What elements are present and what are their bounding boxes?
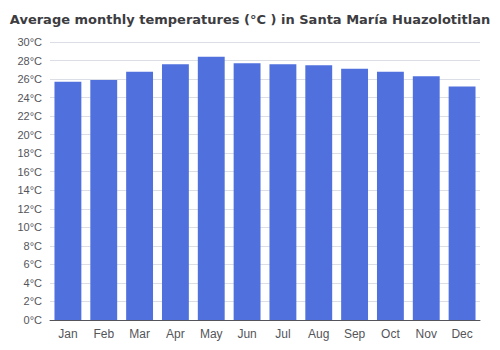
svg-text:6°C: 6°C [24,258,43,270]
svg-text:May: May [200,327,223,341]
svg-text:Dec: Dec [451,327,472,341]
svg-text:22°C: 22°C [17,110,42,122]
svg-text:10°C: 10°C [17,221,42,233]
svg-text:Feb: Feb [93,327,114,341]
svg-text:2°C: 2°C [24,295,43,307]
svg-text:Sep: Sep [344,327,366,341]
svg-text:16°C: 16°C [17,166,42,178]
svg-text:14°C: 14°C [17,184,42,196]
svg-text:26°C: 26°C [17,73,42,85]
svg-text:12°C: 12°C [17,203,42,215]
svg-text:Average monthly temperatures (: Average monthly temperatures (°C ) in Sa… [10,12,490,27]
svg-text:0°C: 0°C [24,314,43,326]
svg-text:Jul: Jul [275,327,290,341]
svg-text:Apr: Apr [166,327,185,341]
svg-text:Oct: Oct [381,327,400,341]
svg-text:4°C: 4°C [24,277,43,289]
svg-text:Aug: Aug [308,327,329,341]
svg-text:Jan: Jan [58,327,77,341]
svg-text:20°C: 20°C [17,129,42,141]
svg-text:Nov: Nov [416,327,437,341]
svg-text:Jun: Jun [237,327,256,341]
svg-text:8°C: 8°C [24,240,43,252]
svg-text:28°C: 28°C [17,55,42,67]
svg-text:Mar: Mar [129,327,150,341]
svg-text:18°C: 18°C [17,147,42,159]
svg-text:30°C: 30°C [17,36,42,48]
svg-text:24°C: 24°C [17,92,42,104]
